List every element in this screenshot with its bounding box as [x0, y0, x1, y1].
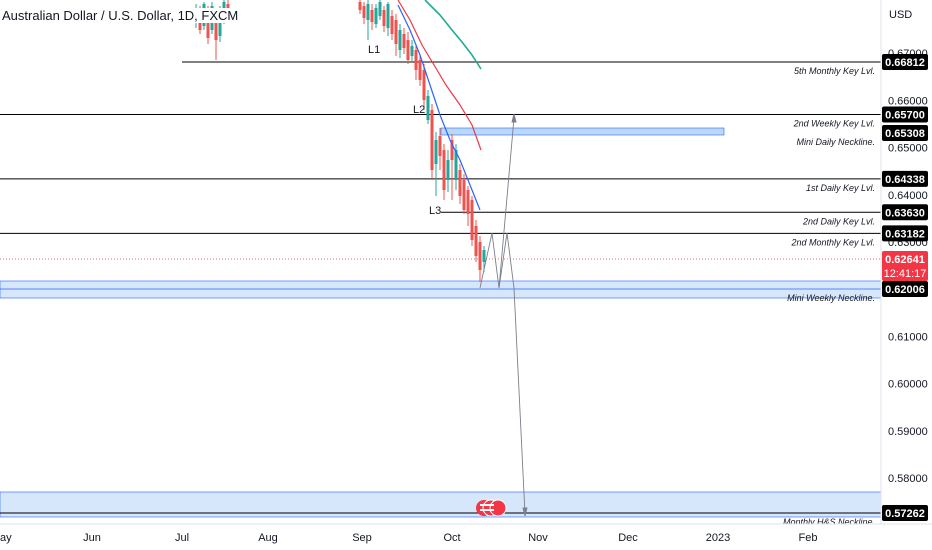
- ma-slow-line: [424, 0, 482, 70]
- price-tick: 0.61000: [888, 331, 928, 343]
- ma-fast-line: [397, 4, 481, 211]
- price-tag-text: 0.57262: [885, 508, 925, 520]
- candle-body: [446, 160, 450, 180]
- candle-body: [482, 250, 486, 262]
- candle-body: [394, 20, 398, 44]
- price-tag: [882, 225, 928, 242]
- current-price-tag: [882, 250, 928, 281]
- candle-body: [434, 140, 438, 164]
- candle-body: [406, 40, 410, 60]
- price-tick: 0.60000: [888, 379, 928, 391]
- time-tick: Nov: [528, 532, 548, 544]
- time-axis[interactable]: [0, 524, 881, 550]
- time-tick: Jul: [175, 532, 189, 544]
- key-level-label: 1st Daily Key Lvl.: [806, 183, 875, 193]
- candle-body: [402, 34, 406, 48]
- time-tick: Oct: [443, 532, 460, 544]
- time-tick: ay: [0, 532, 12, 544]
- current-price-text: 0.62641: [885, 254, 925, 266]
- candle-body: [378, 2, 382, 16]
- currency-label: USD: [889, 9, 912, 21]
- candle-body: [418, 60, 422, 80]
- candle-body: [386, 4, 390, 28]
- candle-body: [366, 4, 370, 20]
- candle-body: [382, 10, 386, 26]
- price-tick: 0.59000: [888, 426, 928, 438]
- candle-body: [438, 136, 442, 156]
- time-tick: Sep: [352, 532, 372, 544]
- price-tag: [882, 106, 928, 123]
- key-level-label: Monthly H&S Neckline.: [783, 517, 875, 527]
- time-tick: 2023: [706, 532, 730, 544]
- price-tag-text: 0.65700: [885, 110, 925, 122]
- chart-title: Australian Dollar / U.S. Dollar, 1D, FXC…: [2, 8, 243, 23]
- key-level-label: Mini Daily Neckline.: [796, 137, 875, 147]
- candle-body: [430, 110, 434, 170]
- ma-mid-line: [397, 0, 482, 151]
- candle-body: [414, 50, 418, 70]
- price-tag: [882, 204, 928, 221]
- label-l1: L1: [368, 44, 380, 56]
- key-level-label: Mini Weekly Neckline.: [787, 293, 875, 303]
- candle-body: [218, 10, 222, 36]
- candle-body: [422, 70, 426, 100]
- price-tag-text: 0.63630: [885, 207, 925, 219]
- price-tick: 0.65000: [888, 143, 928, 155]
- key-level-label: 2nd Weekly Key Lvl.: [793, 119, 875, 129]
- price-tick: 0.58000: [888, 473, 928, 485]
- candle-body: [370, 10, 374, 22]
- label-l2: L2: [413, 104, 425, 116]
- time-tick: Jun: [83, 532, 101, 544]
- candle-body: [426, 96, 430, 120]
- key-level-label: 5th Monthly Key Lvl.: [794, 66, 875, 76]
- key-level-lines: 5th Monthly Key Lvl. 2nd Weekly Key Lvl. M…: [0, 61, 881, 527]
- price-tag: [882, 280, 928, 297]
- candle-body: [362, 6, 366, 18]
- price-tag: [882, 170, 928, 187]
- price-tag: [882, 54, 928, 70]
- candle-body: [442, 150, 446, 190]
- price-tag: [882, 125, 928, 142]
- time-ticks: ay Jun Jul Aug Sep Oct Nov Dec 2023 Feb: [0, 532, 817, 544]
- time-tick: Feb: [799, 532, 818, 544]
- economic-event-icons[interactable]: [476, 499, 507, 517]
- price-tick: 0.66000: [888, 95, 928, 107]
- price-tag-text: 0.63182: [885, 228, 925, 240]
- candle-body: [410, 46, 414, 56]
- candles: [194, 0, 486, 282]
- candle-body: [358, 2, 362, 10]
- candle-body: [466, 190, 470, 214]
- candle-body: [454, 150, 458, 180]
- candle-body: [390, 16, 394, 34]
- candle-body: [214, 14, 218, 40]
- time-tick: Aug: [258, 532, 278, 544]
- candle-body: [462, 180, 466, 210]
- countdown-text: 12:41:17: [884, 268, 927, 280]
- candle-body: [458, 170, 462, 196]
- price-tag-text: 0.62006: [885, 284, 925, 296]
- price-tags: 0.66812 0.65700 0.65308 0.64338 0.63630 0.631…: [882, 54, 928, 521]
- price-tag-text: 0.64338: [885, 174, 925, 186]
- candle-body: [470, 200, 474, 240]
- price-tag-text: 0.66812: [885, 57, 925, 69]
- mini-weekly-neckline-zone: [0, 280, 882, 299]
- price-tick: 0.64000: [888, 190, 928, 202]
- candle-body: [398, 30, 402, 50]
- candle-body: [478, 242, 482, 270]
- price-tag-text: 0.65308: [885, 128, 925, 140]
- key-level-label: 2nd Monthly Key Lvl.: [790, 237, 875, 247]
- candle-body: [474, 226, 478, 256]
- candle-body: [206, 12, 210, 38]
- key-level-label: 2nd Daily Key Lvl.: [802, 216, 875, 226]
- mini-daily-neckline-zone: [440, 127, 725, 136]
- candle-body: [374, 8, 378, 24]
- price-tag: [882, 505, 928, 521]
- time-tick: Dec: [618, 532, 638, 544]
- label-l3: L3: [429, 205, 441, 217]
- projection-arrows: [479, 113, 528, 517]
- candle-body: [450, 140, 454, 160]
